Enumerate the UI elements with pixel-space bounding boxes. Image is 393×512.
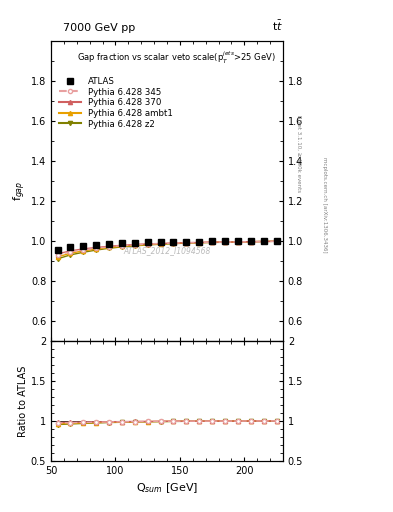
Text: 7000 GeV pp: 7000 GeV pp [63,23,135,33]
Text: t$\bar{t}$: t$\bar{t}$ [272,19,283,33]
Legend: ATLAS, Pythia 6.428 345, Pythia 6.428 370, Pythia 6.428 ambt1, Pythia 6.428 z2: ATLAS, Pythia 6.428 345, Pythia 6.428 37… [58,75,174,131]
Text: mcplots.cern.ch [arXiv:1306.3436]: mcplots.cern.ch [arXiv:1306.3436] [322,157,327,252]
Y-axis label: Ratio to ATLAS: Ratio to ATLAS [18,365,28,437]
Text: Gap fraction vs scalar veto scale(p$_T^{jets}$>25 GeV): Gap fraction vs scalar veto scale(p$_T^{… [77,50,276,66]
Text: ATLAS_2012_I1094568: ATLAS_2012_I1094568 [123,246,211,255]
Text: Rivet 3.1.10, ≥ 100k events: Rivet 3.1.10, ≥ 100k events [297,115,302,192]
X-axis label: Q$_{sum}$ [GeV]: Q$_{sum}$ [GeV] [136,481,198,495]
Y-axis label: f$_{gap}$: f$_{gap}$ [12,181,28,201]
